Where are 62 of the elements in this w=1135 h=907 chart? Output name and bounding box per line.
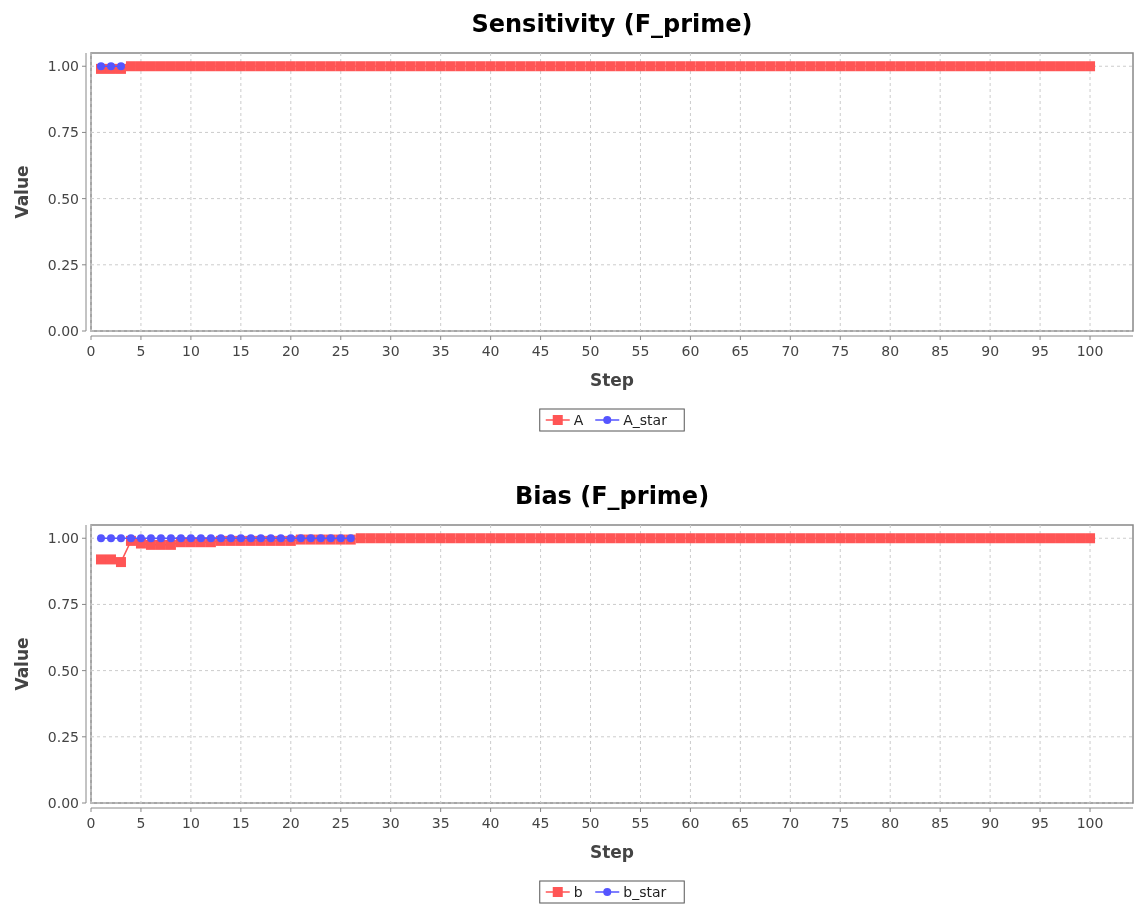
y-tick-label: 0.50 bbox=[47, 662, 79, 679]
x-tick-label: 90 bbox=[981, 343, 1000, 359]
x-tick-label: 10 bbox=[181, 343, 200, 359]
legend-label: b_star bbox=[623, 884, 667, 900]
x-tick-label: 15 bbox=[231, 343, 250, 359]
x-tick-label: 60 bbox=[681, 815, 700, 831]
x-tick-label: 55 bbox=[631, 815, 650, 831]
x-tick-label: 80 bbox=[881, 815, 900, 831]
y-tick-label: 0.50 bbox=[47, 190, 79, 207]
x-tick-label: 30 bbox=[381, 343, 400, 359]
x-tick-label: 70 bbox=[781, 815, 800, 831]
x-tick-label: 5 bbox=[136, 343, 146, 359]
x-tick-label: 35 bbox=[431, 343, 450, 359]
x-tick-label: 25 bbox=[331, 343, 350, 359]
x-tick-label: 40 bbox=[481, 815, 500, 831]
x-tick-label: 90 bbox=[981, 815, 1000, 831]
x-tick-label: 25 bbox=[331, 815, 350, 831]
x-axis-title: Step bbox=[589, 842, 635, 862]
y-tick-label: 1.00 bbox=[47, 530, 79, 547]
x-tick-label: 35 bbox=[431, 815, 450, 831]
y-tick-label: 0.25 bbox=[47, 728, 79, 745]
x-tick-label: 40 bbox=[481, 343, 500, 359]
chart-title: Bias (F_prime) bbox=[514, 482, 710, 510]
x-tick-label: 20 bbox=[281, 343, 300, 359]
x-tick-label: 0 bbox=[86, 343, 96, 359]
x-tick-label: 50 bbox=[581, 343, 600, 359]
legend-label: A_star bbox=[623, 412, 668, 428]
chart-title: Sensitivity (F_prime) bbox=[471, 10, 753, 38]
x-tick-label: 80 bbox=[881, 343, 900, 359]
x-tick-label: 85 bbox=[931, 343, 950, 359]
x-tick-label: 100 bbox=[1076, 815, 1104, 831]
y-tick-label: 0.25 bbox=[47, 256, 79, 273]
x-tick-label: 75 bbox=[831, 815, 850, 831]
x-tick-label: 65 bbox=[731, 343, 750, 359]
x-tick-label: 20 bbox=[281, 815, 300, 831]
x-axis-title: Step bbox=[589, 370, 635, 390]
x-tick-label: 85 bbox=[931, 815, 950, 831]
x-tick-label: 75 bbox=[831, 343, 850, 359]
y-tick-label: 1.00 bbox=[47, 58, 79, 75]
y-tick-label: 0.00 bbox=[47, 795, 79, 811]
x-tick-label: 95 bbox=[1031, 343, 1049, 359]
legend-label: A bbox=[573, 412, 584, 428]
x-tick-label: 70 bbox=[781, 343, 800, 359]
y-tick-label: 0.00 bbox=[47, 323, 79, 339]
x-tick-label: 100 bbox=[1076, 343, 1104, 359]
x-tick-label: 45 bbox=[531, 815, 550, 831]
x-tick-label: 45 bbox=[531, 343, 550, 359]
x-tick-label: 10 bbox=[181, 815, 200, 831]
legend-label: b bbox=[573, 884, 583, 900]
x-tick-label: 30 bbox=[381, 815, 400, 831]
x-tick-label: 65 bbox=[731, 815, 750, 831]
y-tick-label: 0.75 bbox=[47, 596, 79, 613]
x-tick-label: 95 bbox=[1031, 815, 1049, 831]
x-tick-label: 0 bbox=[86, 815, 96, 831]
x-tick-label: 50 bbox=[581, 815, 600, 831]
x-tick-label: 5 bbox=[136, 815, 146, 831]
y-axis-title: Value bbox=[12, 165, 32, 219]
x-tick-label: 60 bbox=[681, 343, 700, 359]
y-tick-label: 0.75 bbox=[47, 124, 79, 141]
x-tick-label: 55 bbox=[631, 343, 650, 359]
y-axis-title: Value bbox=[12, 637, 32, 691]
x-tick-label: 15 bbox=[231, 815, 250, 831]
